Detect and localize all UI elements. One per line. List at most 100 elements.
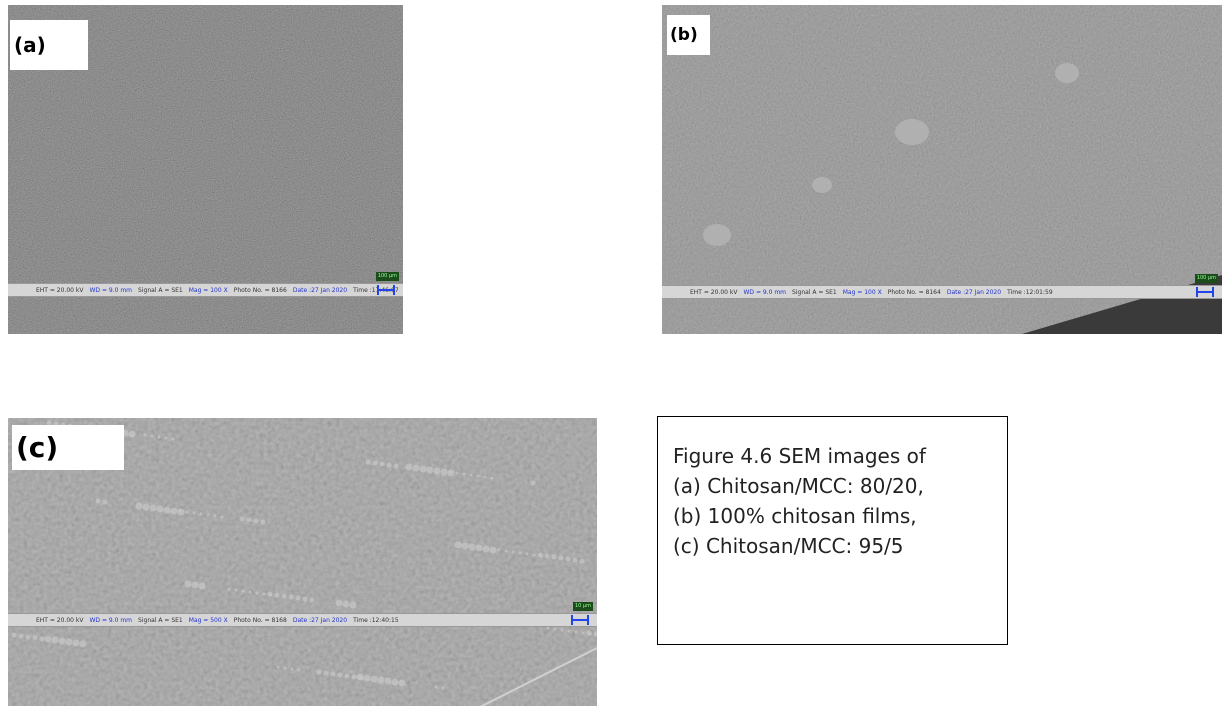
- particle: [164, 507, 171, 514]
- particle: [561, 629, 564, 632]
- particle: [317, 670, 322, 675]
- info-field: Signal A = SE1: [792, 286, 837, 298]
- caption-line: Figure 4.6 SEM images of: [673, 441, 1007, 471]
- particle: [268, 592, 273, 597]
- particle: [364, 675, 371, 682]
- caption-line: (c) Chitosan/MCC: 95/5: [673, 531, 1007, 561]
- particle: [151, 435, 154, 438]
- particle: [463, 473, 466, 476]
- particle: [158, 436, 161, 439]
- particle: [385, 678, 392, 685]
- particle: [380, 462, 385, 467]
- particle: [554, 628, 557, 631]
- scale-label: 10 µm: [573, 602, 593, 611]
- particle: [129, 431, 136, 438]
- particle: [469, 544, 476, 551]
- particle: [192, 582, 199, 589]
- particle: [371, 676, 378, 683]
- particle: [566, 557, 571, 562]
- particle: [275, 593, 280, 598]
- particle: [165, 437, 168, 440]
- particle: [193, 512, 196, 515]
- particle: [568, 630, 571, 633]
- particle: [284, 667, 287, 670]
- particle: [249, 591, 252, 594]
- particle: [573, 558, 578, 563]
- particle: [254, 519, 259, 524]
- particle: [45, 636, 52, 643]
- particle: [235, 589, 238, 592]
- particle: [484, 476, 487, 479]
- particle: [476, 545, 483, 552]
- particle: [66, 639, 73, 646]
- particle: [575, 631, 578, 634]
- scale-bar: [377, 285, 395, 295]
- particle: [490, 547, 497, 554]
- particle: [338, 673, 343, 678]
- particle: [73, 640, 80, 647]
- particle: [298, 669, 301, 672]
- particle: [96, 499, 101, 504]
- particle: [185, 581, 192, 588]
- info-field: Time :12:40:15: [353, 614, 399, 626]
- scale-label: 100 µm: [376, 272, 399, 281]
- info-field: Date :27 Jan 2020: [947, 286, 1001, 298]
- particle: [345, 674, 350, 679]
- particle: [19, 634, 24, 639]
- particle: [331, 672, 336, 677]
- info-field: Signal A = SE1: [138, 614, 183, 626]
- particle: [228, 588, 231, 591]
- info-field: Mag = 100 X: [189, 284, 228, 296]
- particle: [449, 471, 452, 474]
- particle: [526, 553, 529, 556]
- particle: [582, 632, 585, 635]
- info-field: WD = 9.0 mm: [89, 284, 132, 296]
- caption-line: (a) Chitosan/MCC: 80/20,: [673, 471, 1007, 501]
- particle: [310, 598, 315, 603]
- particle: [357, 674, 364, 681]
- caption-box: Figure 4.6 SEM images of(a) Chitosan/MCC…: [657, 416, 1008, 645]
- particle: [477, 475, 480, 478]
- particle: [143, 504, 150, 511]
- particle: [559, 556, 564, 561]
- panel-label: (c): [12, 425, 124, 470]
- particle: [291, 668, 294, 671]
- particle: [483, 546, 490, 553]
- particle: [289, 595, 294, 600]
- particle: [545, 554, 550, 559]
- particle: [812, 177, 832, 193]
- particle: [172, 438, 175, 441]
- particle: [282, 594, 287, 599]
- particle: [456, 472, 459, 475]
- particle: [277, 666, 280, 669]
- particle: [538, 553, 543, 558]
- particle: [895, 119, 929, 145]
- info-field: Mag = 500 X: [189, 614, 228, 626]
- particle: [263, 593, 266, 596]
- info-bar: EHT = 20.00 kVWD = 9.0 mmSignal A = SE1M…: [8, 613, 597, 627]
- particle: [199, 583, 206, 590]
- particle: [40, 637, 45, 642]
- info-field: Date :27 Jan 2020: [293, 614, 347, 626]
- particle: [240, 517, 245, 522]
- particle: [587, 631, 592, 636]
- caption-line: (b) 100% chitosan films,: [673, 501, 1007, 531]
- particle: [150, 505, 157, 512]
- particle: [580, 559, 585, 564]
- panel-label: (b): [667, 15, 710, 55]
- info-field: EHT = 20.00 kV: [690, 286, 737, 298]
- particle: [434, 468, 441, 475]
- particle: [247, 518, 252, 523]
- sem-image: (b) EHT = 20.00 kVWD = 9.0 mmSignal A = S…: [662, 5, 1222, 334]
- info-field: EHT = 20.00 kV: [36, 614, 83, 626]
- particle: [214, 515, 217, 518]
- particle: [531, 481, 536, 486]
- particle: [1055, 63, 1079, 83]
- scale-label: 100 µm: [1195, 274, 1218, 283]
- particle: [136, 503, 143, 510]
- panel-label: (a): [10, 20, 88, 70]
- particle: [296, 596, 301, 601]
- particle: [207, 514, 210, 517]
